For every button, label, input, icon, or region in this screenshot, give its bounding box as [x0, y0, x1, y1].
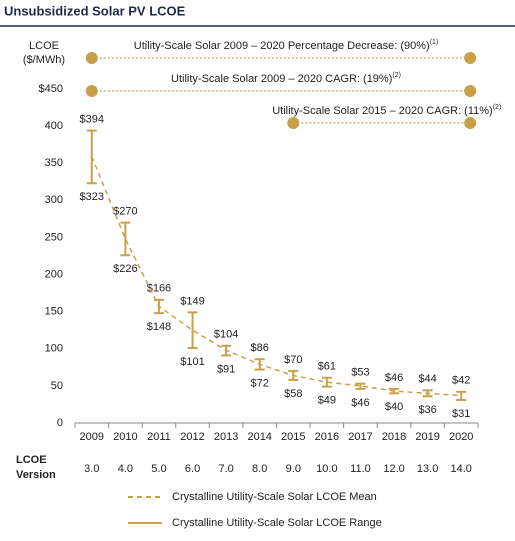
high-label: $104: [214, 329, 238, 341]
mean-line: [91, 156, 462, 397]
y-tick-label: 400: [45, 120, 63, 132]
annotation-note: (1): [430, 39, 439, 46]
y-axis-title: ($/MWh): [23, 54, 65, 66]
version-value: 8.0: [252, 463, 267, 475]
version-value: 7.0: [218, 463, 233, 475]
x-tick-label: 2017: [348, 431, 372, 443]
y-tick-label: 350: [45, 157, 63, 169]
high-label: $149: [180, 295, 204, 307]
low-label: $323: [80, 191, 104, 203]
annotation-text: Utility-Scale Solar 2015 – 2020 CAGR: (1…: [272, 105, 493, 117]
annotation-note: (2): [493, 104, 502, 111]
version-value: 11.0: [350, 463, 371, 475]
version-value: 5.0: [151, 463, 166, 475]
y-tick-label: 50: [51, 380, 63, 392]
x-tick-label: 2013: [214, 431, 238, 443]
high-label: $53: [351, 367, 369, 379]
y-tick-label: 100: [45, 343, 63, 355]
low-label: $72: [251, 377, 269, 389]
version-value: 12.0: [383, 463, 404, 475]
high-label: $42: [452, 375, 470, 387]
x-tick-label: 2016: [315, 431, 339, 443]
version-value: 14.0: [450, 463, 471, 475]
high-label: $61: [318, 361, 336, 373]
low-label: $91: [217, 363, 235, 375]
y-tick-label: 300: [45, 194, 63, 206]
high-label: $44: [418, 373, 436, 385]
low-label: $226: [113, 263, 137, 275]
version-label: Version: [16, 469, 56, 481]
annotation-dot: [85, 85, 98, 97]
x-tick-label: 2011: [147, 431, 171, 443]
version-value: 6.0: [185, 463, 200, 475]
x-tick-label: 2015: [281, 431, 305, 443]
low-label: $46: [351, 397, 369, 409]
low-label: $58: [284, 388, 302, 400]
x-tick-label: 2012: [180, 431, 204, 443]
annotation-dot: [287, 117, 300, 129]
version-label: LCOE: [16, 454, 47, 466]
annotation-text: Utility-Scale Solar 2009 – 2020 Percenta…: [134, 40, 430, 52]
low-label: $36: [418, 404, 436, 416]
annotation-dot: [464, 52, 477, 64]
x-tick-label: 2010: [113, 431, 137, 443]
version-value: 3.0: [84, 463, 99, 475]
version-value: 13.0: [417, 463, 438, 475]
y-tick-label: 200: [45, 268, 63, 280]
low-label: $101: [180, 356, 204, 368]
low-label: $49: [318, 395, 336, 407]
high-label: $394: [80, 113, 104, 125]
high-label: $166: [147, 283, 171, 295]
low-label: $148: [147, 321, 171, 333]
x-tick-label: 2019: [415, 431, 439, 443]
annotation: Utility-Scale Solar 2009 – 2020 CAGR: (1…: [171, 72, 401, 85]
x-tick-label: 2018: [382, 431, 406, 443]
chart-title: Unsubsidized Solar PV LCOE: [4, 3, 186, 18]
y-tick-label: 150: [45, 306, 63, 318]
y-tick-label: $450: [39, 83, 63, 95]
version-value: 4.0: [118, 463, 133, 475]
y-axis-title: LCOE: [29, 40, 59, 52]
annotation-dot: [85, 52, 98, 64]
x-tick-label: 2020: [449, 431, 473, 443]
annotation: Utility-Scale Solar 2015 – 2020 CAGR: (1…: [272, 104, 501, 117]
annotation-text: Utility-Scale Solar 2009 – 2020 CAGR: (1…: [171, 73, 392, 85]
annotation-dot: [464, 85, 477, 97]
version-value: 10.0: [316, 463, 337, 475]
y-tick-label: 0: [57, 417, 63, 429]
annotation: Utility-Scale Solar 2009 – 2020 Percenta…: [134, 39, 439, 52]
version-value: 9.0: [286, 463, 301, 475]
annotation-dot: [464, 117, 477, 129]
x-tick-label: 2014: [247, 431, 271, 443]
y-tick-label: 250: [45, 231, 63, 243]
legend-label: Crystalline Utility-Scale Solar LCOE Ran…: [172, 517, 382, 529]
annotation-note: (2): [392, 72, 401, 79]
high-label: $46: [385, 372, 403, 384]
high-label: $270: [113, 206, 137, 218]
x-tick-label: 2009: [80, 431, 104, 443]
high-label: $70: [284, 354, 302, 366]
high-label: $86: [251, 342, 269, 354]
low-label: $31: [452, 408, 470, 420]
low-label: $40: [385, 401, 403, 413]
legend-label: Crystalline Utility-Scale Solar LCOE Mea…: [172, 491, 377, 503]
